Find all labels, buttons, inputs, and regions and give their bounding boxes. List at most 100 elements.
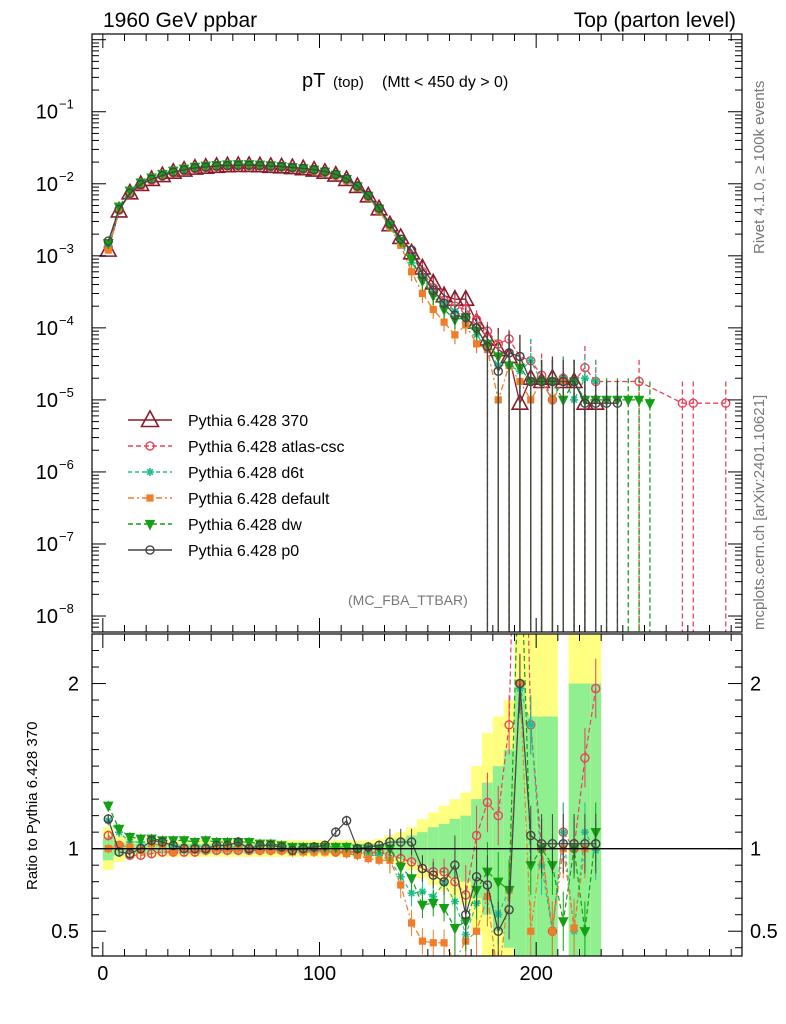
main-y-tick-exponent: −6 — [59, 457, 74, 472]
main-y-tick-exponent: −3 — [59, 241, 74, 256]
data-point-default — [472, 340, 481, 348]
data-point-p0 — [125, 188, 135, 198]
ratio-point-atlas — [504, 720, 514, 730]
ratio-point-p0 — [450, 860, 460, 870]
ratio-point-atlas — [103, 830, 113, 841]
ratio-point-default — [440, 939, 448, 947]
ratio-point-dw — [492, 877, 504, 889]
ratio-point-p0 — [536, 838, 547, 849]
legend-marker-p0 — [145, 545, 155, 555]
data-point-p0 — [114, 204, 124, 215]
main-series-group — [99, 155, 731, 632]
header-energy: 1960 GeV ppbar — [103, 9, 257, 32]
ratio-point-atlas — [516, 267, 524, 275]
data-point-p0 — [591, 398, 601, 408]
main-y-tick-label: 10 — [36, 462, 58, 484]
main-y-tick-exponent: −1 — [59, 97, 74, 112]
main-y-tick-label: 10 — [36, 318, 58, 340]
ratio-point-dw — [395, 862, 407, 874]
main-y-tick-label: 10 — [36, 390, 58, 412]
ratio-point-atlas — [482, 797, 493, 808]
data-point-dw — [622, 395, 634, 407]
rivet-version-label: Rivet 4.1.0, ≥ 100k events — [751, 81, 768, 254]
data-point-d6t — [580, 374, 589, 383]
ratio-point-dw — [124, 833, 136, 844]
plot-title-cut: (Mtt < 450 dy > 0) — [382, 74, 508, 91]
ratio-point-p0 — [211, 840, 222, 851]
main-y-tick-exponent: −7 — [59, 529, 74, 544]
data-point-default — [407, 268, 416, 276]
data-point-p0 — [493, 366, 504, 376]
data-point-p0 — [558, 376, 569, 387]
ratio-y-tick-label-left: 1 — [68, 839, 79, 861]
ratio-point-dw — [449, 923, 461, 935]
data-point-atlas — [634, 376, 644, 387]
ratio-point-atlas — [493, 810, 504, 821]
ratio-point-default — [342, 850, 351, 858]
data-point-p0 — [211, 161, 222, 171]
legend-marker-p370 — [140, 409, 160, 428]
ratio-point-atlas — [146, 848, 157, 859]
data-point-p0 — [461, 312, 471, 323]
ratio-point-default — [407, 919, 416, 927]
ratio-x-tick-label: 100 — [303, 963, 336, 985]
data-point-p0 — [352, 181, 363, 191]
ratio-point-p0 — [320, 840, 330, 851]
data-point-default — [429, 305, 437, 314]
data-point-p0 — [276, 161, 287, 172]
legend-label-d6t: Pythia 6.428 d6t — [188, 465, 304, 482]
ratio-point-p0 — [266, 840, 276, 851]
ratio-point-dw — [579, 927, 591, 938]
ratio-point-default — [495, 977, 502, 984]
ratio-y-tick-label-right: 0.5 — [750, 921, 778, 943]
data-point-p0 — [396, 234, 406, 244]
data-point-atlas — [677, 398, 688, 408]
data-point-p0 — [406, 245, 417, 255]
data-point-default — [104, 246, 112, 254]
data-point-p0 — [450, 310, 460, 320]
data-point-dw — [644, 399, 656, 410]
ratio-point-p0 — [569, 838, 579, 849]
data-point-dw — [384, 220, 396, 232]
ratio-point-default — [548, 927, 557, 935]
data-point-p0 — [504, 348, 514, 358]
legend-label-p0: Pythia 6.428 p0 — [188, 543, 299, 560]
data-point-p0 — [168, 167, 178, 177]
ratio-x-tick-label: 200 — [519, 963, 552, 985]
data-point-atlas — [688, 398, 699, 408]
ratio-point-dw — [178, 836, 190, 847]
data-point-p0 — [266, 161, 276, 171]
plot-title-sub: (top) — [333, 74, 364, 91]
ratio-point-default — [169, 848, 177, 856]
ratio-y-tick-label-left: 2 — [68, 674, 79, 696]
ratio-point-dw — [427, 899, 439, 910]
ratio-point-p0 — [591, 838, 601, 849]
data-point-p0 — [190, 163, 200, 173]
ratio-point-p0 — [439, 876, 449, 887]
data-point-p0 — [341, 173, 352, 184]
ratio-point-p0 — [114, 847, 124, 857]
ratio-point-default — [570, 924, 578, 932]
ratio-point-p0 — [558, 838, 569, 849]
ratio-point-dw — [330, 842, 342, 854]
legend-marker-dw — [144, 519, 156, 531]
ratio-point-p0 — [493, 926, 504, 936]
ratio-point-p0 — [547, 838, 558, 849]
data-point-p0 — [255, 160, 265, 171]
ratio-point-p0 — [103, 814, 113, 824]
ratio-point-dw — [243, 837, 255, 849]
header-process: Top (parton level) — [574, 9, 736, 32]
ratio-point-default — [126, 843, 134, 851]
legend-label-default: Pythia 6.428 default — [188, 491, 330, 508]
legend-label-p370: Pythia 6.428 370 — [188, 413, 308, 430]
data-point-p0 — [244, 160, 254, 170]
ratio-point-p0 — [504, 905, 514, 915]
ratio-point-p0 — [428, 870, 439, 880]
data-point-p0 — [233, 160, 243, 170]
ratio-point-p0 — [385, 837, 395, 847]
main-plot-frame — [91, 33, 743, 633]
main-y-tick-exponent: −2 — [59, 169, 74, 184]
band-green-bin — [514, 683, 526, 956]
data-point-p0 — [515, 351, 525, 362]
ratio-point-dw — [438, 904, 450, 915]
